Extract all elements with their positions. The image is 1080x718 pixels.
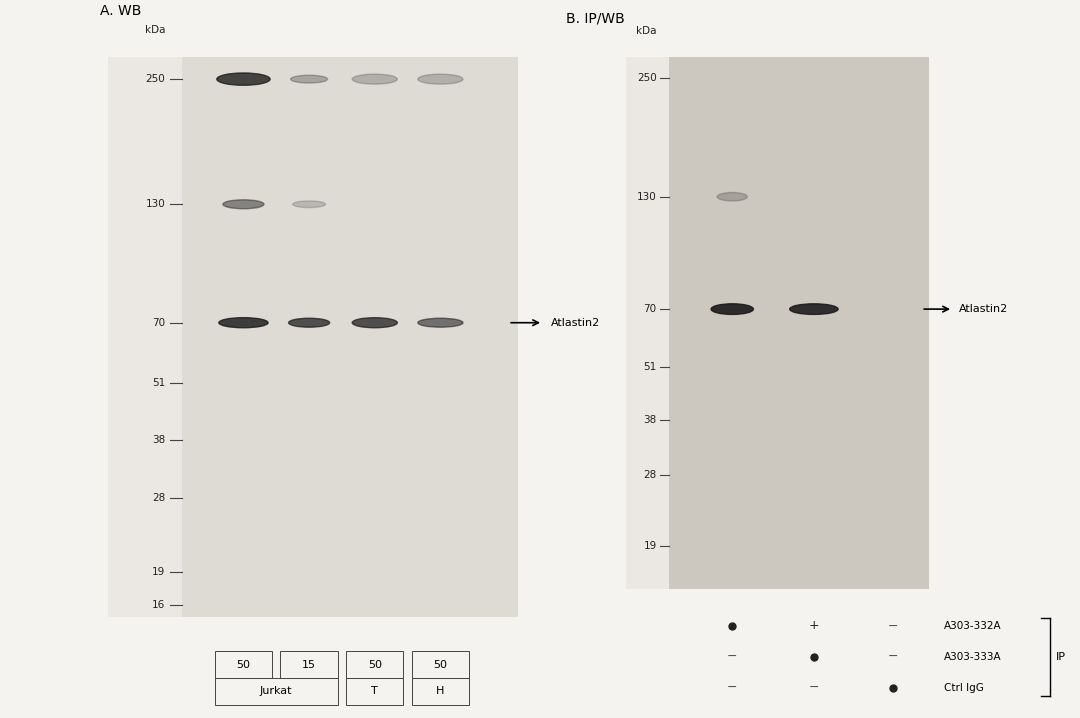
Text: 51: 51: [644, 362, 657, 372]
Text: 70: 70: [644, 304, 657, 314]
Ellipse shape: [352, 74, 397, 84]
Text: 16: 16: [152, 600, 165, 610]
Text: A. WB: A. WB: [99, 4, 141, 18]
Text: −: −: [727, 681, 738, 694]
Text: Atlastin2: Atlastin2: [551, 317, 600, 327]
Ellipse shape: [711, 304, 754, 314]
Text: 250: 250: [637, 73, 657, 83]
Text: 15: 15: [302, 660, 316, 669]
Ellipse shape: [418, 74, 463, 84]
Text: 51: 51: [152, 378, 165, 388]
Text: Jurkat: Jurkat: [260, 686, 293, 696]
Bar: [346, 678, 404, 705]
Text: 250: 250: [146, 74, 165, 84]
Text: A303-332A: A303-332A: [944, 621, 1001, 631]
Ellipse shape: [418, 318, 463, 327]
Bar: [215, 678, 338, 705]
Text: 130: 130: [146, 200, 165, 209]
Text: 50: 50: [433, 660, 447, 669]
Ellipse shape: [352, 317, 397, 327]
Ellipse shape: [291, 75, 327, 83]
Text: 38: 38: [644, 415, 657, 425]
Text: 19: 19: [152, 567, 165, 577]
Bar: [215, 651, 272, 678]
Bar: [281, 651, 338, 678]
Ellipse shape: [789, 304, 838, 314]
Ellipse shape: [217, 73, 270, 85]
Text: kDa: kDa: [145, 25, 165, 35]
Bar: [411, 651, 469, 678]
Text: 70: 70: [152, 317, 165, 327]
Text: IP: IP: [1056, 652, 1066, 662]
Text: −: −: [888, 620, 897, 633]
Text: −: −: [809, 681, 819, 694]
Text: A303-333A: A303-333A: [944, 652, 1001, 662]
Bar: [346, 651, 404, 678]
Text: Ctrl IgG: Ctrl IgG: [944, 683, 984, 693]
Text: 28: 28: [644, 470, 657, 480]
Ellipse shape: [293, 201, 325, 208]
Text: 28: 28: [152, 493, 165, 503]
Text: B. IP/WB: B. IP/WB: [566, 11, 624, 26]
Text: T: T: [372, 686, 378, 696]
Text: Atlastin2: Atlastin2: [959, 304, 1009, 314]
Text: 50: 50: [368, 660, 381, 669]
Ellipse shape: [222, 200, 264, 209]
Text: −: −: [888, 651, 897, 663]
Text: 130: 130: [637, 192, 657, 202]
Text: 19: 19: [644, 541, 657, 551]
Bar: [411, 678, 469, 705]
Ellipse shape: [219, 317, 268, 327]
Text: +: +: [809, 620, 820, 633]
Text: 50: 50: [237, 660, 251, 669]
Text: 38: 38: [152, 434, 165, 444]
Bar: [669, 57, 929, 589]
Ellipse shape: [288, 318, 329, 327]
Text: kDa: kDa: [636, 26, 657, 36]
Bar: [181, 57, 518, 617]
Text: −: −: [727, 651, 738, 663]
Ellipse shape: [717, 192, 747, 201]
Text: H: H: [436, 686, 445, 696]
